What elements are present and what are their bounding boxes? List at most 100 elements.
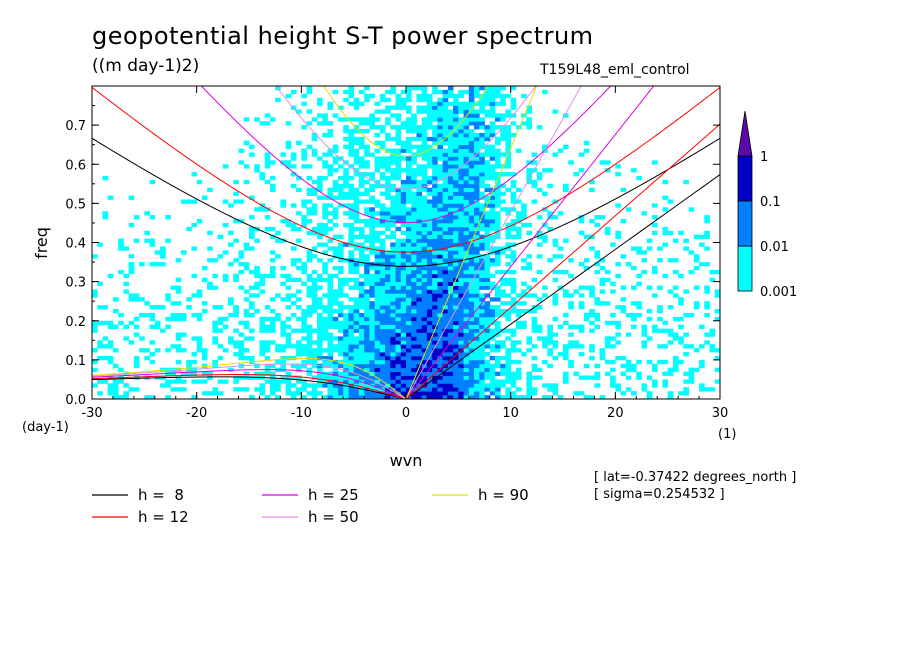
heat-cell [128, 297, 135, 302]
heat-cell [494, 383, 501, 388]
heat-cell [521, 222, 527, 228]
heat-cell [432, 179, 438, 185]
heat-cell [322, 132, 328, 138]
heat-cell [317, 277, 323, 283]
heat-cell [489, 93, 496, 99]
heat-cell [610, 367, 616, 373]
heat-cell [379, 371, 386, 376]
heat-cell [531, 328, 538, 333]
heat-cell [468, 277, 475, 283]
heat-cell [364, 352, 370, 357]
heat-cell [395, 160, 402, 165]
heat-cell [432, 281, 438, 286]
heat-cell [531, 309, 538, 314]
heat-cell [458, 336, 464, 341]
heat-cell [243, 324, 250, 329]
heat-cell [416, 164, 423, 169]
heat-cell [406, 136, 412, 142]
heat-cell [259, 289, 266, 294]
dispersion-curve-h12 [405, 123, 720, 399]
legend-label: h = 25 [308, 486, 359, 504]
heat-cell [479, 348, 485, 353]
heat-cell [259, 371, 266, 376]
heat-cell [432, 222, 438, 228]
heat-cell [374, 109, 381, 114]
heat-cell [474, 309, 480, 314]
heat-cell [468, 379, 475, 384]
heat-cell [646, 395, 653, 399]
heat-cell [432, 160, 438, 165]
heat-cell [594, 254, 601, 259]
heat-cell [625, 387, 632, 392]
heat-cell [285, 355, 292, 361]
heat-cell [369, 175, 375, 181]
heat-cell [494, 355, 501, 361]
heat-cell [479, 371, 485, 376]
heat-cell [442, 183, 449, 189]
heat-cell [337, 269, 344, 275]
heat-cell [547, 348, 553, 353]
heat-cell [683, 387, 689, 392]
heat-cell [678, 359, 684, 365]
heat-cell [311, 387, 318, 392]
heat-cell [264, 164, 271, 169]
heat-cell [599, 215, 606, 220]
heat-cell [709, 269, 716, 275]
heat-cell [631, 285, 637, 290]
heat-cell [474, 297, 480, 302]
heat-cell [468, 222, 475, 228]
heat-cell [348, 152, 355, 157]
heat-cell [484, 265, 491, 271]
heat-cell [332, 301, 339, 306]
heat-cell [317, 305, 323, 310]
heat-cell [437, 187, 444, 193]
heat-cell [442, 250, 449, 255]
heat-cell [322, 242, 328, 247]
heat-cell [442, 289, 449, 294]
heat-cell [463, 387, 470, 392]
heat-cell [411, 156, 417, 161]
heat-cell [411, 328, 417, 333]
heat-cell [636, 250, 642, 255]
heat-cell [521, 265, 527, 271]
heat-cell [191, 336, 198, 341]
heat-cell [400, 391, 407, 396]
heat-cell [510, 113, 517, 118]
heat-cell [411, 129, 417, 134]
heat-cell [458, 199, 464, 204]
heat-cell [406, 207, 412, 212]
heat-cell [536, 328, 543, 333]
heat-cell [238, 250, 245, 255]
heat-cell [531, 391, 538, 396]
heat-cell [233, 219, 239, 224]
heat-cell [552, 340, 559, 345]
heat-cell [453, 183, 459, 189]
heat-cell [311, 348, 318, 353]
heat-cell [400, 340, 407, 345]
heat-cell [406, 281, 412, 286]
heat-cell [557, 285, 564, 290]
heat-cell [390, 277, 396, 283]
heat-cell [400, 230, 407, 236]
heat-cell [494, 371, 501, 376]
heat-cell [395, 375, 402, 380]
heat-cell [343, 117, 349, 122]
heat-cell [254, 207, 260, 212]
heat-cell [364, 320, 370, 326]
heat-cell [437, 242, 444, 247]
heat-cell [358, 320, 365, 326]
heat-cell [144, 395, 150, 399]
heat-cell [180, 312, 187, 318]
heat-cell [447, 191, 454, 196]
heat-cell [521, 281, 527, 286]
heat-cell [463, 324, 470, 329]
heat-cell [479, 125, 485, 130]
heat-cell [400, 312, 407, 318]
heat-cell [353, 301, 360, 306]
heat-cell [306, 289, 313, 294]
heat-cell [301, 93, 307, 99]
heat-cell [353, 117, 360, 122]
heat-cell [636, 375, 642, 380]
heat-cell [343, 222, 349, 228]
heat-cell [385, 175, 391, 181]
